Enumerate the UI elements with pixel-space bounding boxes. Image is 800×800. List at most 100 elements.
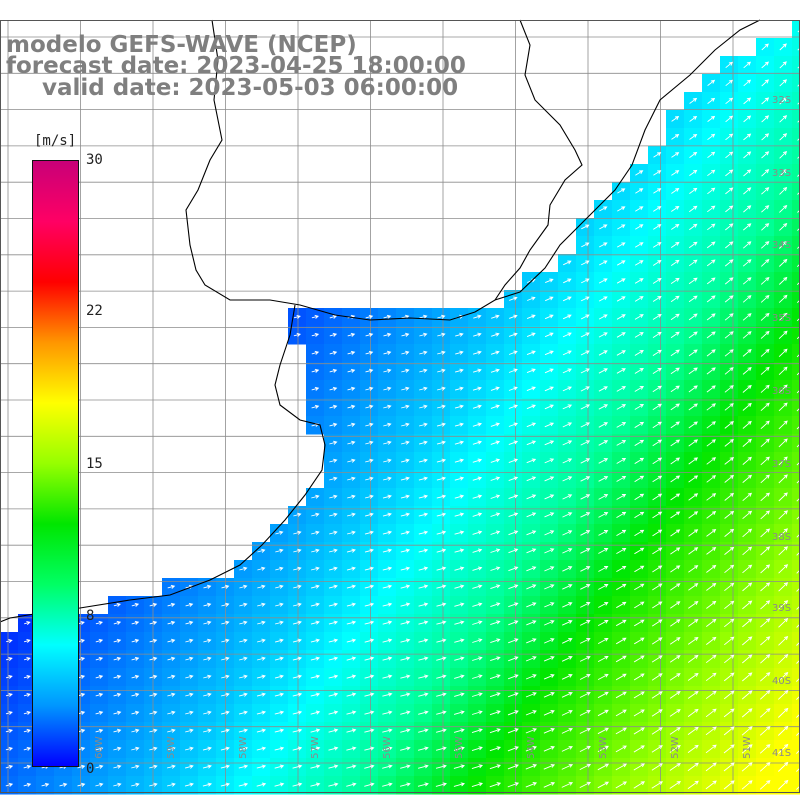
wind-arrow: [743, 79, 752, 87]
wind-arrow: [562, 404, 573, 410]
wind-arrow: [23, 710, 31, 715]
wind-arrow: [742, 654, 753, 664]
lat-lon-grid: [0, 20, 800, 792]
wind-arrow: [561, 656, 573, 662]
wind-arrow: [615, 781, 628, 789]
wind-arrow: [741, 780, 753, 790]
wind-arrow: [669, 691, 681, 699]
wind-arrow: [652, 349, 662, 356]
wind-arrow: [707, 151, 716, 159]
wind-arrow: [436, 494, 447, 499]
wind-arrow: [311, 512, 320, 517]
wind-cell: [792, 614, 800, 633]
wind-arrow: [652, 601, 663, 609]
wind-arrow: [725, 115, 734, 123]
wind-arrow: [23, 656, 31, 661]
wind-arrow: [418, 494, 429, 499]
wind-arrow: [597, 619, 609, 626]
wind-arrow: [364, 566, 375, 571]
wind-arrow: [669, 762, 681, 771]
wind-arrow: [580, 494, 591, 500]
wind-arrow: [329, 404, 338, 409]
wind-arrow: [419, 368, 428, 373]
wind-arrow: [418, 656, 429, 661]
wind-arrow: [598, 368, 608, 374]
wind-arrow: [797, 191, 800, 195]
wind-arrow: [724, 403, 734, 411]
wind-arrow: [616, 529, 627, 536]
wind-arrow: [671, 223, 680, 230]
wind-arrow: [454, 638, 465, 643]
wind-arrow: [651, 619, 663, 627]
wind-arrow: [687, 637, 699, 645]
wind-cell: [792, 290, 800, 309]
wind-arrow: [346, 764, 357, 769]
wind-arrow: [579, 673, 591, 680]
wind-arrow: [221, 620, 230, 625]
wind-arrow: [743, 61, 752, 69]
lon-label: 55W: [453, 736, 465, 759]
wind-arrow: [184, 782, 194, 787]
wind-arrow: [454, 368, 464, 373]
wind-arrow: [724, 349, 734, 357]
wind-arrow: [131, 656, 140, 661]
wind-arrow: [95, 674, 104, 679]
wind-arrow: [400, 656, 411, 661]
wind-arrow: [796, 533, 800, 538]
wind-arrow: [706, 259, 716, 267]
wind-arrow: [742, 672, 753, 682]
wind-arrow: [167, 656, 176, 661]
wind-arrow: [149, 638, 158, 643]
wind-arrow: [490, 602, 501, 608]
wind-arrow: [149, 782, 158, 787]
lon-label: 56W: [381, 736, 393, 759]
wind-arrow: [652, 242, 662, 248]
wind-arrow: [742, 438, 752, 447]
wind-arrow: [544, 512, 555, 518]
wind-arrow: [167, 692, 176, 697]
wind-arrow: [292, 746, 303, 751]
wind-arrow: [579, 691, 591, 698]
wind-arrow: [508, 350, 518, 355]
wind-arrow: [365, 332, 374, 337]
wind-arrow: [507, 728, 519, 734]
wind-arrow: [329, 368, 338, 373]
wind-arrow: [759, 780, 771, 790]
wind-arrow: [23, 674, 31, 679]
wind-arrow: [689, 115, 698, 122]
wind-arrow: [113, 674, 122, 679]
wind-cell: [792, 200, 800, 219]
wind-arrow: [760, 420, 770, 430]
wind-arrow: [760, 438, 770, 448]
wind-arrow: [797, 101, 800, 105]
wind-cell: [792, 56, 800, 75]
wind-arrow: [167, 674, 176, 679]
wind-arrow: [544, 350, 554, 356]
wind-arrow: [671, 134, 680, 140]
wind-arrow: [293, 314, 301, 319]
wind-arrow: [365, 350, 374, 355]
wind-arrow: [364, 674, 375, 679]
wind-arrow: [723, 726, 735, 736]
wind-arrow: [670, 403, 680, 411]
wind-arrow: [796, 407, 800, 412]
wind-arrow: [634, 386, 645, 392]
wind-arrow: [652, 529, 663, 537]
wind-arrow: [796, 317, 800, 322]
wind-arrow: [760, 564, 771, 574]
wind-arrow: [635, 224, 644, 230]
wind-arrow: [220, 710, 230, 715]
wind-arrow: [652, 421, 662, 429]
wind-arrow: [419, 350, 428, 355]
wind-arrow: [364, 764, 375, 769]
wind-arrow: [670, 601, 681, 609]
wind-arrow: [688, 493, 699, 501]
wind-arrow: [489, 692, 501, 698]
wind-arrow: [760, 366, 770, 375]
wind-arrow: [184, 746, 194, 751]
wind-arrow: [597, 709, 609, 717]
wind-arrow: [202, 746, 212, 751]
wind-arrow: [508, 620, 519, 626]
wind-arrow: [544, 476, 555, 482]
wind-arrow: [742, 366, 752, 375]
